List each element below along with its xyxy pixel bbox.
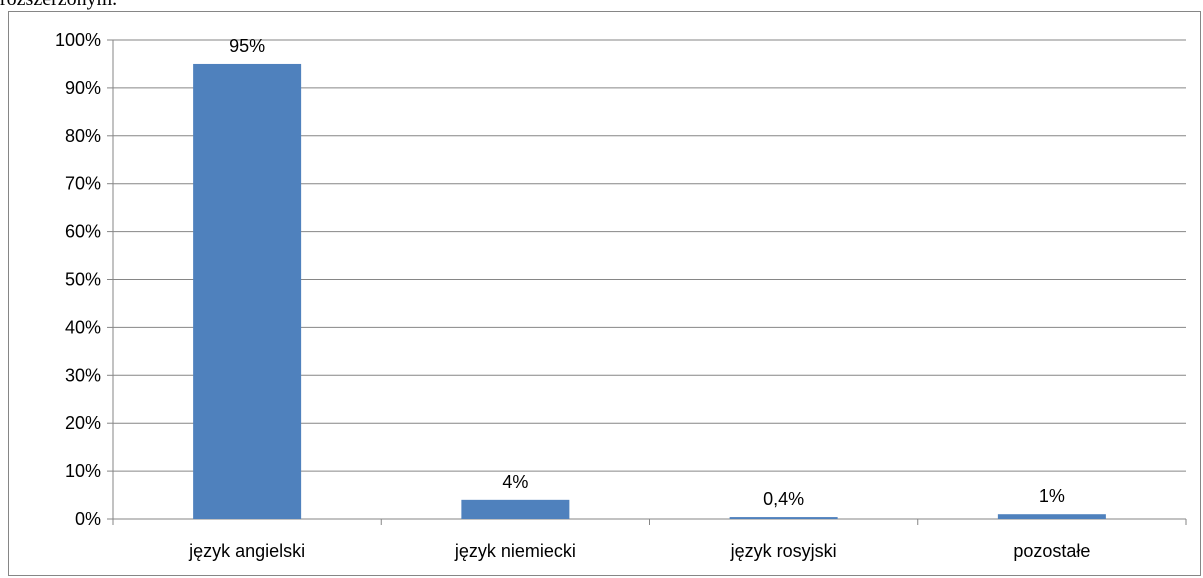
bar	[461, 499, 570, 519]
y-tick-label: 0%	[75, 509, 101, 529]
y-tick-label: 90%	[65, 78, 101, 98]
chart-frame	[8, 11, 1201, 576]
y-tick-label: 100%	[55, 30, 101, 50]
bars	[193, 63, 1106, 519]
x-category-label: pozostałe	[1013, 541, 1090, 561]
y-tick-label: 60%	[65, 222, 101, 242]
bar	[193, 63, 302, 519]
y-tick-label: 10%	[65, 461, 101, 481]
data-label: 1%	[1039, 486, 1065, 506]
y-tick-label: 80%	[65, 126, 101, 146]
y-tick-label: 30%	[65, 365, 101, 385]
x-category-label: język niemiecki	[454, 541, 576, 561]
y-tick-label: 50%	[65, 270, 101, 290]
bar	[729, 517, 838, 519]
data-label: 4%	[502, 472, 528, 492]
x-category-label: język angielski	[188, 541, 305, 561]
y-tick-label: 20%	[65, 413, 101, 433]
y-tick-label: 40%	[65, 317, 101, 337]
labels: 0% 10% 20% 30% 40% 50% 60% 70% 80% 90% 100% 95% języ…	[55, 30, 1090, 561]
data-label: 95%	[229, 36, 265, 56]
y-tick-label: 70%	[65, 174, 101, 194]
preceding-text-line: rozszerzonym.	[0, 0, 117, 11]
data-label: 0,4%	[763, 489, 804, 509]
x-category-label: język rosyjski	[730, 541, 837, 561]
bar	[997, 514, 1106, 519]
